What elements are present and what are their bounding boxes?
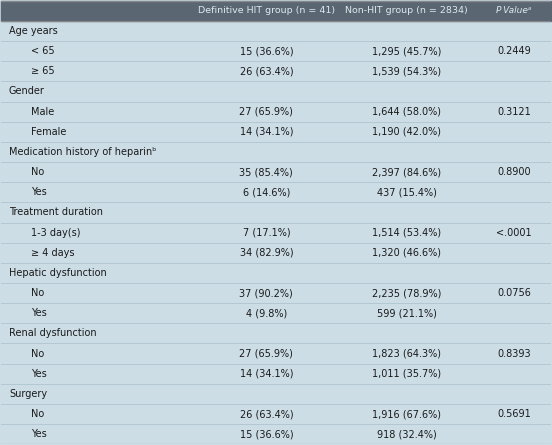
Bar — [1, 21, 551, 41]
Text: 15 (36.6%): 15 (36.6%) — [240, 46, 293, 56]
Bar — [1, 324, 551, 344]
Text: Male: Male — [31, 107, 54, 117]
Text: P Valueᵃ: P Valueᵃ — [496, 6, 532, 15]
Bar — [1, 384, 551, 404]
Bar — [1, 61, 551, 81]
Bar — [1, 424, 551, 444]
Text: 0.8393: 0.8393 — [497, 348, 531, 359]
Text: 1,190 (42.0%): 1,190 (42.0%) — [372, 127, 441, 137]
Text: Medication history of heparinᵇ: Medication history of heparinᵇ — [9, 147, 156, 157]
Bar — [1, 1, 551, 21]
Text: 27 (65.9%): 27 (65.9%) — [240, 348, 293, 359]
Text: Yes: Yes — [31, 187, 47, 197]
Text: No: No — [31, 288, 44, 298]
Text: Age years: Age years — [9, 26, 58, 36]
Text: Renal dysfunction: Renal dysfunction — [9, 328, 97, 338]
Text: 0.8900: 0.8900 — [497, 167, 531, 177]
Bar — [1, 182, 551, 202]
Text: 2,235 (78.9%): 2,235 (78.9%) — [372, 288, 442, 298]
Text: 7 (17.1%): 7 (17.1%) — [242, 227, 290, 238]
Text: Treatment duration: Treatment duration — [9, 207, 103, 218]
Text: 1,539 (54.3%): 1,539 (54.3%) — [372, 66, 442, 76]
Bar — [1, 344, 551, 364]
Text: 0.5691: 0.5691 — [497, 409, 531, 419]
Text: 27 (65.9%): 27 (65.9%) — [240, 107, 293, 117]
Bar — [1, 404, 551, 424]
Bar — [1, 243, 551, 263]
Bar — [1, 364, 551, 384]
Text: 0.2449: 0.2449 — [497, 46, 531, 56]
Text: 1,011 (35.7%): 1,011 (35.7%) — [372, 369, 442, 379]
Text: 0.3121: 0.3121 — [497, 107, 531, 117]
Bar — [1, 81, 551, 101]
Text: 34 (82.9%): 34 (82.9%) — [240, 248, 293, 258]
Text: Definitive HIT group (n = 41): Definitive HIT group (n = 41) — [198, 6, 335, 15]
Text: 1,823 (64.3%): 1,823 (64.3%) — [372, 348, 441, 359]
Bar — [1, 202, 551, 222]
Text: No: No — [31, 409, 44, 419]
Text: Surgery: Surgery — [9, 389, 47, 399]
Text: Yes: Yes — [31, 429, 47, 439]
Bar — [1, 303, 551, 324]
Text: 1,514 (53.4%): 1,514 (53.4%) — [372, 227, 442, 238]
Bar — [1, 283, 551, 303]
Text: 1-3 day(s): 1-3 day(s) — [31, 227, 81, 238]
Text: No: No — [31, 167, 44, 177]
Text: 6 (14.6%): 6 (14.6%) — [243, 187, 290, 197]
Bar — [1, 263, 551, 283]
Text: 918 (32.4%): 918 (32.4%) — [377, 429, 437, 439]
Text: Yes: Yes — [31, 369, 47, 379]
Text: 14 (34.1%): 14 (34.1%) — [240, 369, 293, 379]
Text: 4 (9.8%): 4 (9.8%) — [246, 308, 287, 318]
Text: 15 (36.6%): 15 (36.6%) — [240, 429, 293, 439]
Text: 437 (15.4%): 437 (15.4%) — [377, 187, 437, 197]
Bar — [1, 222, 551, 243]
Text: Gender: Gender — [9, 86, 45, 97]
Text: 0.0756: 0.0756 — [497, 288, 531, 298]
Text: Yes: Yes — [31, 308, 47, 318]
Text: 1,295 (45.7%): 1,295 (45.7%) — [372, 46, 442, 56]
Text: <.0001: <.0001 — [496, 227, 532, 238]
Text: ≥ 65: ≥ 65 — [31, 66, 55, 76]
Text: 37 (90.2%): 37 (90.2%) — [240, 288, 293, 298]
Text: < 65: < 65 — [31, 46, 55, 56]
Text: 1,916 (67.6%): 1,916 (67.6%) — [372, 409, 441, 419]
Bar — [1, 101, 551, 121]
Bar — [1, 41, 551, 61]
Text: 26 (63.4%): 26 (63.4%) — [240, 66, 293, 76]
Text: 1,320 (46.6%): 1,320 (46.6%) — [372, 248, 441, 258]
Text: 14 (34.1%): 14 (34.1%) — [240, 127, 293, 137]
Text: 599 (21.1%): 599 (21.1%) — [377, 308, 437, 318]
Text: 1,644 (58.0%): 1,644 (58.0%) — [372, 107, 441, 117]
Text: 26 (63.4%): 26 (63.4%) — [240, 409, 293, 419]
Text: Hepatic dysfunction: Hepatic dysfunction — [9, 268, 107, 278]
Text: Non-HIT group (n = 2834): Non-HIT group (n = 2834) — [346, 6, 468, 15]
Text: 2,397 (84.6%): 2,397 (84.6%) — [372, 167, 442, 177]
Bar — [1, 142, 551, 162]
Bar — [1, 121, 551, 142]
Bar — [1, 162, 551, 182]
Text: No: No — [31, 348, 44, 359]
Text: 35 (85.4%): 35 (85.4%) — [240, 167, 293, 177]
Text: Female: Female — [31, 127, 66, 137]
Text: ≥ 4 days: ≥ 4 days — [31, 248, 75, 258]
